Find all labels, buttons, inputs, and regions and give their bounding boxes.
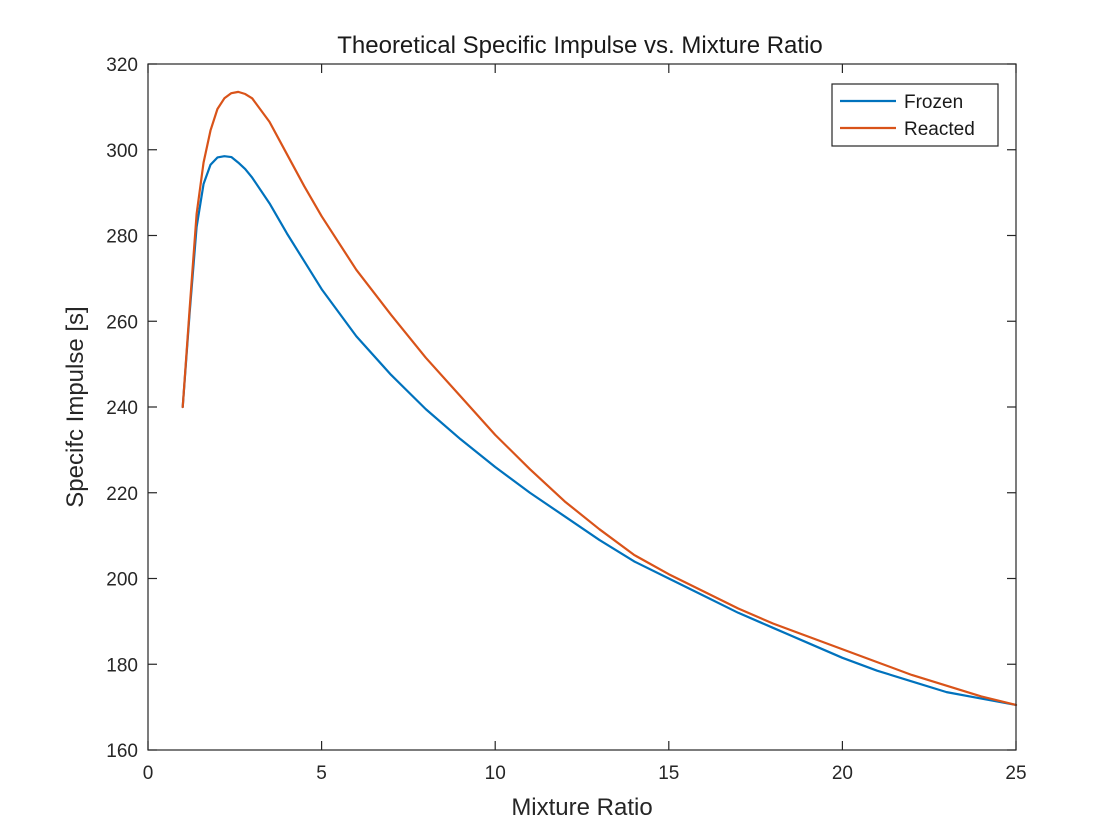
x-axis: 0 5 10 15 20 25 [143,64,1027,784]
plot-area: 0 5 10 15 20 25 160 180 200 220 240 260 280 300 320 [106,55,1026,784]
x-tick-label: 20 [832,763,853,784]
x-tick-label: 15 [658,763,679,784]
x-tick-label: 10 [485,763,506,784]
y-axis-label: Specifc Impulse [s] [62,306,89,507]
series-line-reacted [181,90,1018,707]
y-tick-label: 220 [106,484,138,505]
x-axis-label: Mixture Ratio [511,794,652,821]
x-tick-label: 25 [1005,763,1026,784]
y-tick-label: 300 [106,141,138,162]
series-line-frozen [181,155,1018,707]
legend-label-reacted: Reacted [904,119,975,140]
y-axis: 160 180 200 220 240 260 280 300 320 [106,55,1016,762]
x-tick-label: 0 [143,763,154,784]
y-tick-label: 160 [106,741,138,762]
y-tick-label: 240 [106,398,138,419]
y-tick-label: 260 [106,312,138,333]
y-tick-label: 200 [106,570,138,591]
chart-title: Theoretical Specific Impulse vs. Mixture… [337,32,823,59]
legend: Frozen Reacted [831,83,999,147]
y-tick-label: 320 [106,55,138,76]
y-tick-label: 280 [106,227,138,248]
y-tick-label: 180 [106,655,138,676]
series-layer [181,90,1018,707]
x-tick-label: 5 [316,763,327,784]
legend-box [831,83,999,147]
axes-frame [147,63,1017,751]
legend-label-frozen: Frozen [904,92,963,113]
